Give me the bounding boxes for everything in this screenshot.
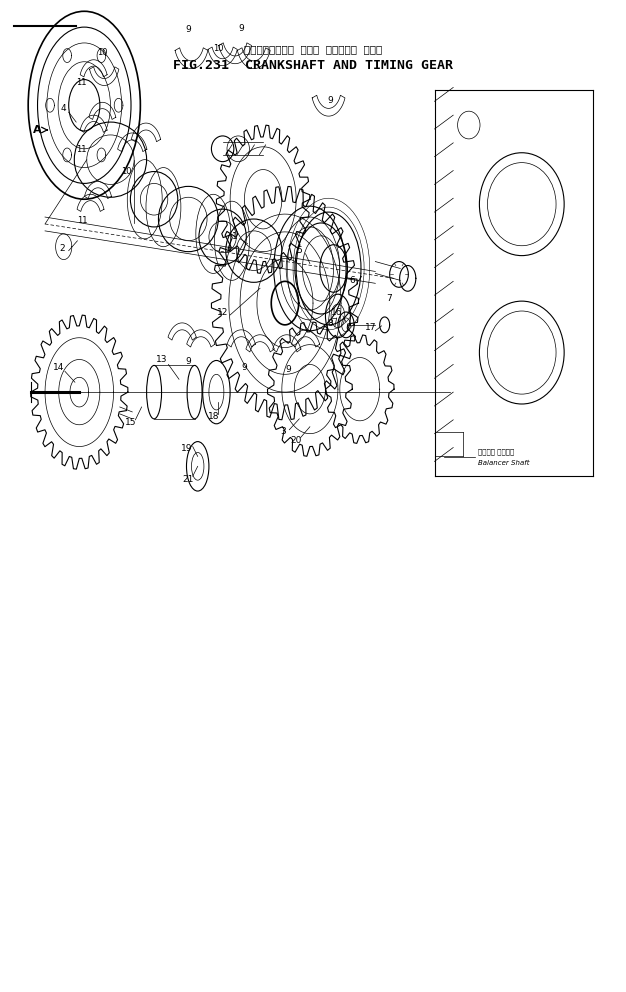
Text: 1: 1: [232, 232, 238, 241]
Text: 15: 15: [125, 419, 136, 428]
Text: 12: 12: [217, 309, 228, 317]
Text: 2: 2: [59, 244, 65, 253]
Text: 18: 18: [208, 413, 219, 422]
Text: 14: 14: [53, 363, 64, 372]
Text: 9: 9: [185, 357, 191, 366]
Text: 19: 19: [182, 444, 193, 453]
Text: 9: 9: [327, 96, 333, 105]
Text: 21: 21: [183, 475, 194, 484]
Text: 10: 10: [213, 45, 223, 54]
Text: 9: 9: [185, 25, 191, 34]
Text: 11: 11: [77, 216, 88, 225]
Text: 3: 3: [280, 428, 286, 436]
Text: クランクシャフト  および  タイミング  ギヤー: クランクシャフト および タイミング ギヤー: [244, 44, 382, 54]
Text: 9: 9: [242, 363, 247, 372]
Text: 9: 9: [239, 24, 244, 33]
Text: 13: 13: [156, 355, 168, 364]
Text: FIG.231  CRANKSHAFT AND TIMING GEAR: FIG.231 CRANKSHAFT AND TIMING GEAR: [173, 60, 453, 72]
Text: 11: 11: [76, 145, 86, 155]
Text: 11: 11: [76, 78, 86, 87]
Text: 5: 5: [297, 246, 302, 255]
Text: 8: 8: [327, 319, 333, 328]
Text: 10: 10: [97, 49, 108, 58]
Text: 7: 7: [386, 294, 392, 303]
Text: バランサ シャフト: バランサ シャフト: [478, 448, 515, 454]
Text: 10: 10: [121, 167, 131, 176]
Text: Balancer Shaft: Balancer Shaft: [478, 460, 530, 466]
Text: 4: 4: [61, 104, 66, 113]
Text: 6: 6: [349, 276, 355, 285]
Text: A: A: [33, 125, 42, 135]
Text: 20: 20: [290, 436, 302, 445]
Text: 9: 9: [285, 365, 291, 374]
Text: 16: 16: [331, 309, 342, 317]
Text: 17: 17: [364, 323, 376, 332]
